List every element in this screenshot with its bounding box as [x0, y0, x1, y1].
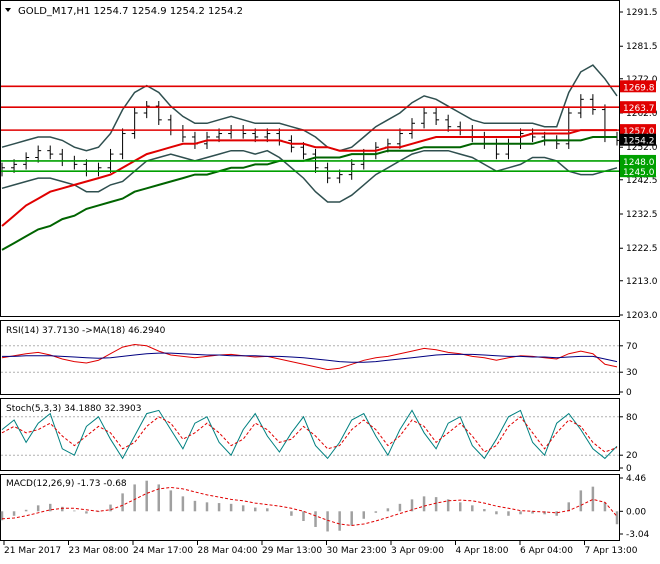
y-tick-label: 0 — [626, 464, 632, 474]
y-tick-label: 1242.5 — [626, 176, 658, 186]
x-tick-label: 28 Mar 04:00 — [198, 546, 258, 556]
level-price-box — [620, 154, 656, 167]
level-price-label: 1245.0 — [623, 168, 655, 178]
y-tick-label: 1272.0 — [626, 75, 658, 85]
y-tick-label: 70 — [626, 342, 638, 352]
x-tick-label: 6 Apr 04:00 — [520, 546, 573, 556]
level-price-label: 1257.0 — [623, 127, 655, 137]
macd-label: MACD(12,26,9) -1.73 -0.68 — [6, 479, 127, 489]
x-tick-label: 4 Apr 18:00 — [456, 546, 509, 556]
x-tick-label: 7 Apr 13:00 — [585, 546, 638, 556]
level-price-label: 1248.0 — [623, 158, 655, 168]
y-tick-label: -3.04 — [626, 530, 650, 540]
y-tick-label: 20 — [626, 451, 638, 461]
y-tick-label: 1222.5 — [626, 244, 658, 254]
y-tick-label: 1291.5 — [626, 8, 658, 18]
stoch-pane-frame — [0, 398, 620, 471]
level-price-box — [620, 165, 656, 178]
bollinger-lower-line — [1, 149, 618, 203]
y-tick-label: 80 — [626, 413, 638, 423]
current-price-box — [620, 133, 656, 146]
level-price-label: 1269.8 — [623, 83, 655, 93]
rsi-ma-line — [2, 352, 618, 363]
symbol-header: GOLD_M17,H1 1254.7 1254.9 1254.2 1254.2 — [18, 6, 243, 17]
x-tick-label: 3 Apr 09:00 — [391, 546, 444, 556]
x-tick-label: 24 Mar 17:00 — [133, 546, 193, 556]
y-tick-label: 4.46 — [626, 474, 646, 484]
stoch-main-line — [1, 409, 618, 460]
rsi-label: RSI(14) 37.7130 ->MA(18) 46.2940 — [6, 326, 166, 336]
macd-signal-line — [1, 486, 618, 527]
moving-average-green-line — [1, 136, 617, 251]
chart-menu-triangle-icon[interactable] — [5, 8, 11, 12]
y-tick-label: 1203.0 — [626, 311, 658, 321]
level-price-box — [620, 80, 656, 93]
x-tick-label: 21 Mar 2017 — [4, 546, 61, 556]
y-tick-label: 30 — [626, 368, 638, 378]
level-price-label: 1263.7 — [623, 104, 655, 114]
bollinger-upper-line — [1, 64, 618, 152]
current-price-label: 1254.2 — [623, 137, 655, 147]
y-tick-label: 0 — [626, 388, 632, 398]
level-price-box — [620, 124, 656, 137]
x-tick-label: 30 Mar 23:00 — [327, 546, 387, 556]
y-tick-label: 1252.0 — [626, 143, 658, 153]
y-tick-label: 1232.5 — [626, 210, 658, 220]
x-tick-label: 23 Mar 08:00 — [69, 546, 129, 556]
level-price-box — [620, 101, 656, 114]
y-tick-label: 1213.0 — [626, 277, 658, 287]
stoch-label: Stoch(5,3,3) 34.1880 32.3903 — [6, 404, 141, 414]
x-tick-label: 29 Mar 13:00 — [262, 546, 322, 556]
y-tick-label: 1281.5 — [626, 42, 658, 52]
y-tick-label: 1262.0 — [626, 109, 658, 119]
macd-pane-frame — [0, 474, 620, 541]
y-tick-label: 0.00 — [626, 507, 646, 517]
moving-average-red-line — [1, 129, 617, 227]
